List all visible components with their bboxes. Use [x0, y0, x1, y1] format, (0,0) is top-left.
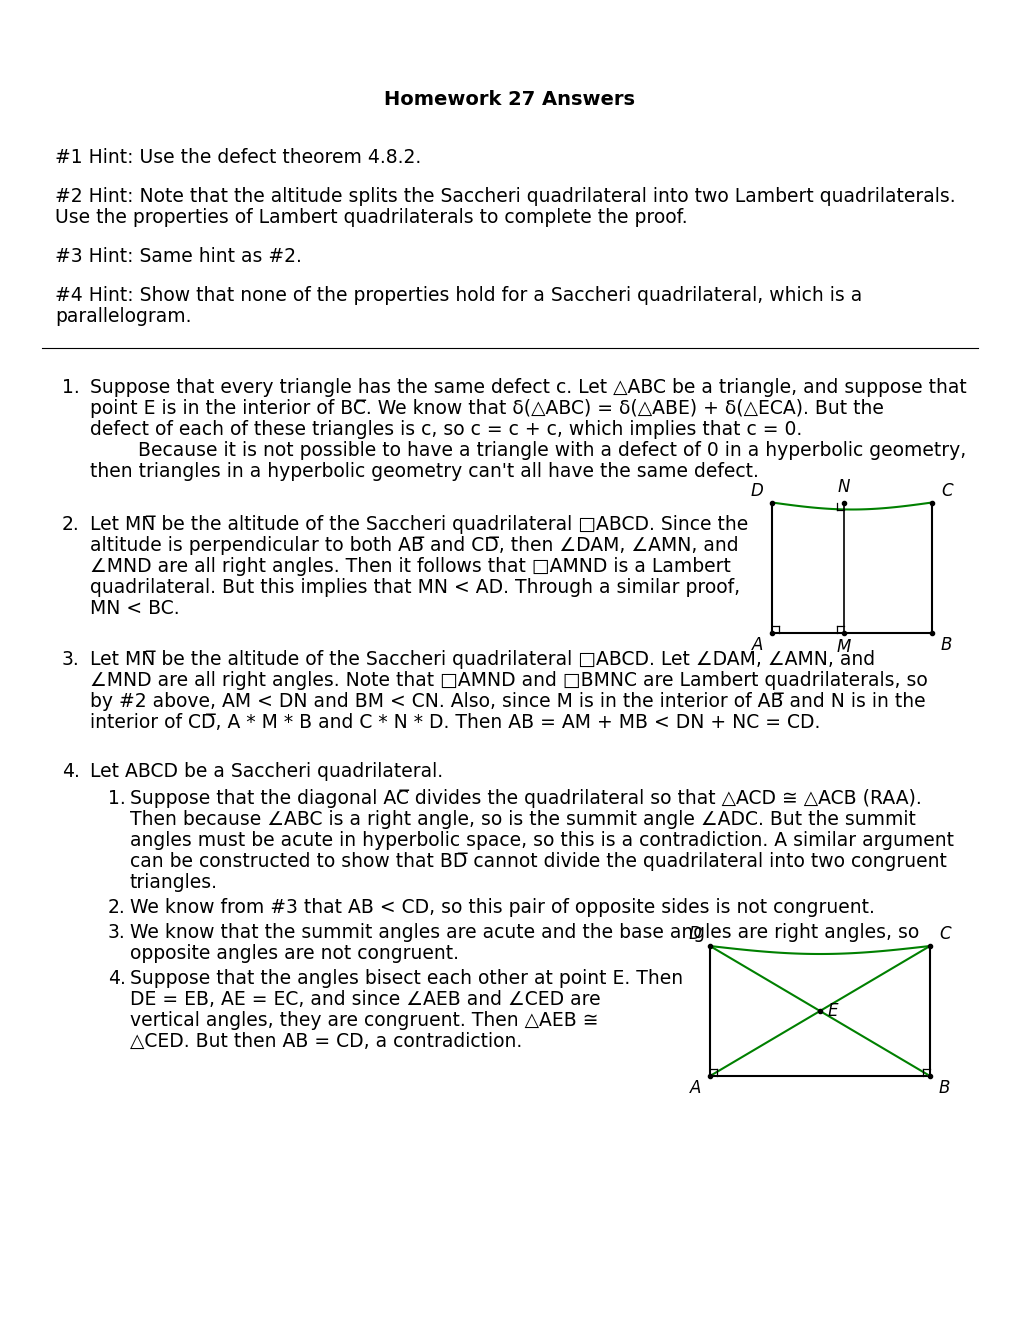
Text: DE = EB, AE = EC, and since ∠AEB and ∠CED are: DE = EB, AE = EC, and since ∠AEB and ∠CE… [129, 990, 600, 1008]
Text: 3.: 3. [108, 923, 125, 942]
Text: 4.: 4. [108, 969, 125, 987]
Text: Then because ∠ABC is a right angle, so is the summit angle ∠ADC. But the summit: Then because ∠ABC is a right angle, so i… [129, 810, 915, 829]
Text: Suppose that the angles bisect each other at point E. Then: Suppose that the angles bisect each othe… [129, 969, 683, 987]
Text: can be constructed to show that BD̅ cannot divide the quadrilateral into two con: can be constructed to show that BD̅ cann… [129, 851, 946, 871]
Text: #4 Hint: Show that none of the properties hold for a Saccheri quadrilateral, whi: #4 Hint: Show that none of the propertie… [55, 286, 861, 305]
Text: 2.: 2. [62, 515, 79, 535]
Text: 2.: 2. [108, 898, 125, 917]
Text: vertical angles, they are congruent. Then △AEB ≅: vertical angles, they are congruent. The… [129, 1011, 598, 1030]
Text: C: C [941, 482, 952, 499]
Text: We know from #3 that AB < CD, so this pair of opposite sides is not congruent.: We know from #3 that AB < CD, so this pa… [129, 898, 874, 917]
Text: A: A [751, 635, 762, 653]
Text: D: D [750, 482, 762, 499]
Text: ∠MND are all right angles. Note that □AMND and □BMNC are Lambert quadrilaterals,: ∠MND are all right angles. Note that □AM… [90, 671, 927, 690]
Text: Use the properties of Lambert quadrilaterals to complete the proof.: Use the properties of Lambert quadrilate… [55, 209, 687, 227]
Text: #2 Hint: Note that the altitude splits the Saccheri quadrilateral into two Lambe: #2 Hint: Note that the altitude splits t… [55, 187, 955, 206]
Text: △CED. But then AB = CD, a contradiction.: △CED. But then AB = CD, a contradiction. [129, 1032, 522, 1051]
Text: #1 Hint: Use the defect theorem 4.8.2.: #1 Hint: Use the defect theorem 4.8.2. [55, 148, 421, 168]
Text: by #2 above, AM < DN and BM < CN. Also, since M is in the interior of AB̅ and N : by #2 above, AM < DN and BM < CN. Also, … [90, 692, 924, 711]
Text: ∠MND are all right angles. Then it follows that □AMND is a Lambert: ∠MND are all right angles. Then it follo… [90, 557, 731, 576]
Text: altitude is perpendicular to both AB̅ and CD̅, then ∠DAM, ∠AMN, and: altitude is perpendicular to both AB̅ an… [90, 536, 738, 554]
Text: 1.: 1. [62, 378, 79, 397]
Text: defect of each of these triangles is c, so c = c + c, which implies that c = 0.: defect of each of these triangles is c, … [90, 420, 802, 440]
Text: D: D [688, 925, 700, 942]
Text: triangles.: triangles. [129, 873, 218, 892]
Text: point E is in the interior of BC̅. We know that δ(△ABC) = δ(△ABE) + δ(△ECA). But: point E is in the interior of BC̅. We kn… [90, 399, 883, 418]
Text: B: B [938, 1078, 950, 1097]
Text: parallelogram.: parallelogram. [55, 308, 192, 326]
Text: quadrilateral. But this implies that MN < AD. Through a similar proof,: quadrilateral. But this implies that MN … [90, 578, 740, 597]
Text: then triangles in a hyperbolic geometry can't all have the same defect.: then triangles in a hyperbolic geometry … [90, 462, 758, 480]
Text: #3 Hint: Same hint as #2.: #3 Hint: Same hint as #2. [55, 247, 302, 267]
Text: 4.: 4. [62, 762, 79, 781]
Text: Suppose that the diagonal AC̅ divides the quadrilateral so that △ACD ≅ △ACB (RAA: Suppose that the diagonal AC̅ divides th… [129, 789, 921, 808]
Text: Let ABCD be a Saccheri quadrilateral.: Let ABCD be a Saccheri quadrilateral. [90, 762, 442, 781]
Text: 3.: 3. [62, 649, 79, 669]
Text: Suppose that every triangle has the same defect c. Let △ABC be a triangle, and s: Suppose that every triangle has the same… [90, 378, 966, 397]
Text: Because it is not possible to have a triangle with a defect of 0 in a hyperbolic: Because it is not possible to have a tri… [90, 441, 965, 459]
Text: Let MN̅ be the altitude of the Saccheri quadrilateral □ABCD. Since the: Let MN̅ be the altitude of the Saccheri … [90, 515, 748, 535]
Text: We know that the summit angles are acute and the base angles are right angles, s: We know that the summit angles are acute… [129, 923, 918, 942]
Text: interior of CD̅, A * M * B and C * N * D. Then AB = AM + MB < DN + NC = CD.: interior of CD̅, A * M * B and C * N * D… [90, 713, 819, 733]
Text: angles must be acute in hyperbolic space, so this is a contradiction. A similar : angles must be acute in hyperbolic space… [129, 832, 953, 850]
Text: Homework 27 Answers: Homework 27 Answers [384, 90, 635, 110]
Text: M: M [836, 639, 850, 656]
Text: E: E [827, 1002, 838, 1020]
Text: N: N [837, 479, 850, 496]
Text: Let MN̅ be the altitude of the Saccheri quadrilateral □ABCD. Let ∠DAM, ∠AMN, and: Let MN̅ be the altitude of the Saccheri … [90, 649, 874, 669]
Text: C: C [938, 925, 950, 942]
Text: A: A [689, 1078, 700, 1097]
Text: opposite angles are not congruent.: opposite angles are not congruent. [129, 944, 459, 964]
Text: MN < BC.: MN < BC. [90, 599, 179, 618]
Text: 1.: 1. [108, 789, 125, 808]
Text: B: B [941, 635, 952, 653]
